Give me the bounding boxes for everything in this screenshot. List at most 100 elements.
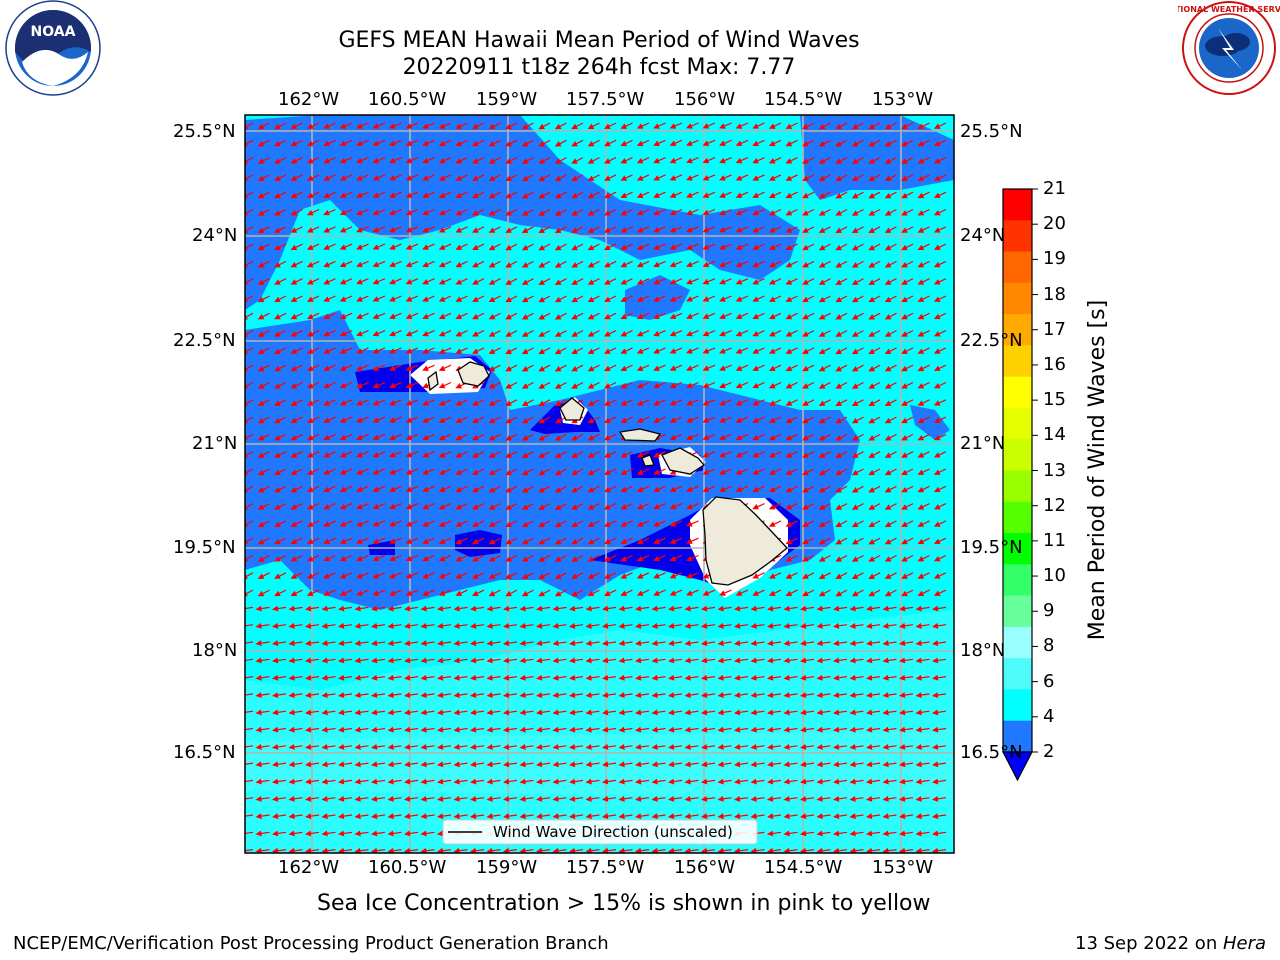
wave-direction-arrow (835, 381, 848, 389)
wave-direction-arrow (653, 364, 666, 371)
wave-direction-arrow (917, 208, 930, 216)
wave-direction-arrow (868, 295, 881, 303)
wave-direction-arrow (933, 122, 947, 129)
period-region (455, 530, 502, 557)
wave-direction-arrow (521, 295, 534, 303)
lat-label-right: 18°N (960, 640, 1006, 661)
wave-direction-arrow (702, 157, 716, 164)
wave-direction-arrow (802, 347, 815, 354)
wave-direction-arrow (323, 139, 336, 147)
wave-direction-arrow (438, 278, 452, 285)
wave-direction-arrow (702, 243, 716, 250)
wave-direction-arrow (505, 208, 518, 216)
lon-label-top: 153°W (872, 89, 934, 110)
wave-direction-arrow (868, 122, 881, 130)
wave-direction-arrow (933, 347, 947, 354)
wave-direction-arrow (851, 226, 864, 233)
wave-direction-arrow (538, 157, 551, 164)
wave-direction-arrow (802, 174, 815, 181)
wave-direction-arrow (257, 295, 270, 303)
chart-title: GEFS MEAN Hawaii Mean Period of Wind Wav… (338, 28, 860, 53)
wave-direction-arrow (802, 330, 815, 337)
wave-direction-arrow (669, 174, 683, 181)
wave-direction-arrow (917, 139, 930, 147)
wave-direction-arrow (686, 330, 699, 337)
wave-direction-arrow (587, 278, 600, 285)
wave-direction-arrow (356, 312, 369, 320)
wave-direction-arrow (372, 174, 386, 181)
wave-direction-arrow (290, 139, 303, 147)
wave-direction-arrow (554, 157, 567, 164)
wave-direction-arrow (554, 226, 567, 233)
wave-direction-arrow (901, 157, 914, 164)
wave-direction-arrow (653, 381, 666, 389)
wave-direction-arrow (306, 157, 320, 164)
wave-direction-arrow (917, 312, 930, 320)
wave-direction-arrow (290, 243, 303, 251)
wave-direction-arrow (356, 226, 369, 233)
wave-direction-arrow (752, 157, 765, 164)
wave-direction-arrow (653, 139, 666, 147)
wave-direction-arrow (571, 243, 584, 251)
run-date: 13 Sep 2022 on Hera (1075, 933, 1266, 955)
wave-direction-arrow (554, 330, 567, 337)
wave-direction-arrow (389, 347, 402, 354)
wave-direction-arrow (752, 226, 765, 233)
wave-direction-arrow (571, 122, 584, 130)
wave-direction-arrow (538, 330, 551, 337)
wave-direction-arrow (290, 381, 303, 389)
wave-direction-arrow (538, 243, 551, 251)
wave-direction-arrow (472, 122, 485, 129)
colorbar-tick-label: 8 (1043, 635, 1055, 657)
wave-direction-arrow (933, 381, 947, 389)
wave-direction-arrow (422, 399, 435, 406)
wave-direction-arrow (422, 260, 435, 268)
wave-direction-arrow (620, 381, 633, 389)
wave-direction-arrow (636, 122, 650, 129)
wave-direction-arrow (405, 347, 419, 354)
branch-credit: NCEP/EMC/Verification Post Processing Pr… (13, 933, 609, 954)
wave-direction-arrow (571, 157, 584, 164)
wave-direction-arrow (620, 243, 633, 250)
wave-direction-arrow (719, 243, 732, 250)
wave-direction-arrow (290, 330, 303, 337)
wave-direction-arrow (802, 381, 815, 389)
wave-direction-arrow (835, 364, 848, 372)
wave-direction-arrow (768, 364, 782, 372)
wave-direction-arrow (538, 381, 551, 389)
wave-direction-arrow (356, 399, 369, 406)
wave-direction-arrow (505, 295, 518, 303)
wave-direction-arrow (323, 191, 336, 198)
colorbar-tick-label: 11 (1043, 529, 1066, 551)
wave-direction-arrow (245, 312, 254, 320)
wave-direction-arrow (884, 174, 897, 182)
wave-direction-arrow (818, 139, 831, 147)
wave-direction-arrow (422, 312, 435, 320)
wave-direction-arrow (933, 243, 947, 250)
wave-direction-arrow (455, 208, 468, 216)
wave-direction-arrow (538, 364, 551, 372)
wave-direction-arrow (636, 191, 650, 199)
wave-direction-arrow (818, 278, 831, 285)
wave-direction-arrow (323, 295, 336, 302)
wave-direction-arrow (571, 226, 584, 233)
wave-direction-arrow (735, 122, 749, 129)
wave-direction-arrow (587, 174, 600, 181)
wave-direction-arrow (884, 122, 897, 130)
wave-direction-arrow (323, 226, 336, 233)
wave-direction-arrow (505, 312, 518, 320)
lon-label-bottom: 154.5°W (764, 857, 843, 878)
wave-direction-arrow (306, 364, 320, 372)
wave-direction-arrow (389, 312, 402, 319)
wave-direction-arrow (917, 260, 930, 268)
wave-direction-arrow (884, 330, 897, 337)
lon-label-bottom: 162°W (278, 857, 340, 878)
wave-direction-arrow (604, 122, 617, 129)
wave-direction-arrow (405, 260, 419, 268)
wave-direction-arrow (686, 226, 699, 233)
wave-direction-arrow (372, 208, 386, 216)
wave-direction-arrow (257, 312, 270, 320)
wave-direction-arrow (422, 364, 435, 371)
wave-direction-arrow (636, 139, 650, 147)
wave-direction-arrow (521, 364, 534, 372)
